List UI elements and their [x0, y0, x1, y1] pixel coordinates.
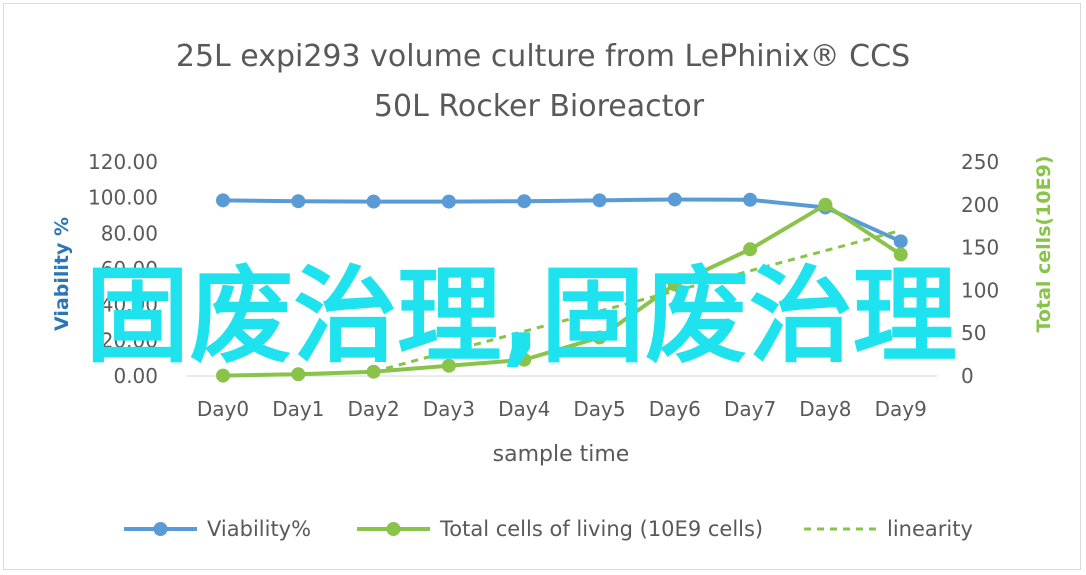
y-axis-right-label: Total cells(10E9) — [1033, 155, 1055, 332]
watermark-text: 固废治理,固废治理 — [85, 255, 957, 377]
y-right-tick-label: 200 — [961, 193, 999, 217]
legend-label: linearity — [887, 517, 973, 541]
chart-svg: 25L expi293 volume culture from LePhinix… — [51, 39, 1055, 541]
y-right-tick-label: 150 — [961, 236, 999, 260]
viability-point — [893, 234, 908, 249]
y-left-tick-label: 120.00 — [88, 150, 158, 174]
x-tick-label: Day4 — [498, 397, 550, 421]
viability-point — [517, 194, 532, 209]
x-tick-label: Day8 — [799, 397, 851, 421]
chart-title-line-2: 50L Rocker Bioreactor — [374, 89, 705, 124]
legend-marker — [386, 522, 401, 536]
viability-point — [441, 194, 456, 209]
x-tick-label: Day3 — [423, 397, 475, 421]
legend: Viability% Total cells of living (10E9 ce… — [124, 517, 973, 541]
viability-point — [366, 194, 381, 209]
total-cells-point — [667, 277, 682, 292]
y-left-tick-label: 40.00 — [101, 293, 158, 317]
total-cells-point — [517, 352, 532, 367]
chart-title-line-1: 25L expi293 volume culture from LePhinix… — [176, 39, 910, 74]
y-right-tick-label: 250 — [961, 150, 999, 174]
total-cells-point — [291, 367, 306, 382]
y-right-ticks: 0 50 100 150 200 250 — [961, 150, 999, 388]
x-tick-label: Day2 — [347, 397, 399, 421]
series-viability-line — [222, 197, 902, 244]
x-tick-label: Day6 — [649, 397, 701, 421]
y-left-tick-label: 60.00 — [101, 257, 158, 281]
legend-marker — [153, 522, 168, 536]
viability-point — [667, 192, 682, 207]
total-cells-point — [893, 247, 908, 262]
x-axis-label: sample time — [493, 442, 630, 467]
legend-label: Total cells of living (10E9 cells) — [439, 517, 763, 541]
chart-frame: 25L expi293 volume culture from LePhinix… — [3, 3, 1081, 570]
x-tick-label: Day1 — [272, 397, 324, 421]
y-left-tick-label: 0.00 — [113, 364, 158, 388]
legend-total-cells: Total cells of living (10E9 cells) — [357, 517, 763, 541]
y-right-tick-label: 100 — [961, 278, 999, 302]
legend-viability: Viability% — [124, 517, 311, 541]
y-axis-left-label: Viability % — [51, 217, 73, 331]
total-cells-point — [441, 358, 456, 373]
viability-point — [216, 193, 230, 208]
viability-point — [291, 194, 306, 209]
total-cells-point — [818, 197, 833, 212]
x-tick-label: Day7 — [724, 397, 776, 421]
y-left-tick-label: 80.00 — [101, 221, 158, 245]
series-total-cells-line — [222, 202, 902, 378]
y-right-tick-label: 0 — [961, 364, 974, 388]
legend-linearity: linearity — [804, 517, 973, 541]
y-right-tick-label: 50 — [961, 321, 986, 345]
y-left-ticks: 0.00 20.00 40.00 60.00 80.00 100.00 120.00 — [88, 150, 158, 388]
x-tick-label: Day9 — [875, 397, 927, 421]
total-cells-point — [216, 368, 230, 383]
x-tick-label: Day5 — [573, 397, 625, 421]
total-cells-point — [592, 330, 607, 345]
series-layer — [216, 192, 908, 383]
viability-point — [743, 192, 758, 207]
viability-point — [592, 193, 607, 208]
legend-label: Viability% — [207, 517, 311, 541]
total-cells-point — [743, 242, 758, 257]
y-left-tick-label: 100.00 — [88, 186, 158, 210]
x-tick-label: Day0 — [197, 397, 249, 421]
y-left-tick-label: 20.00 — [101, 328, 158, 352]
x-ticks: Day0 Day1 Day2 Day3 Day4 Day5 Day6 Day7 Day8 Day9 — [197, 397, 927, 421]
